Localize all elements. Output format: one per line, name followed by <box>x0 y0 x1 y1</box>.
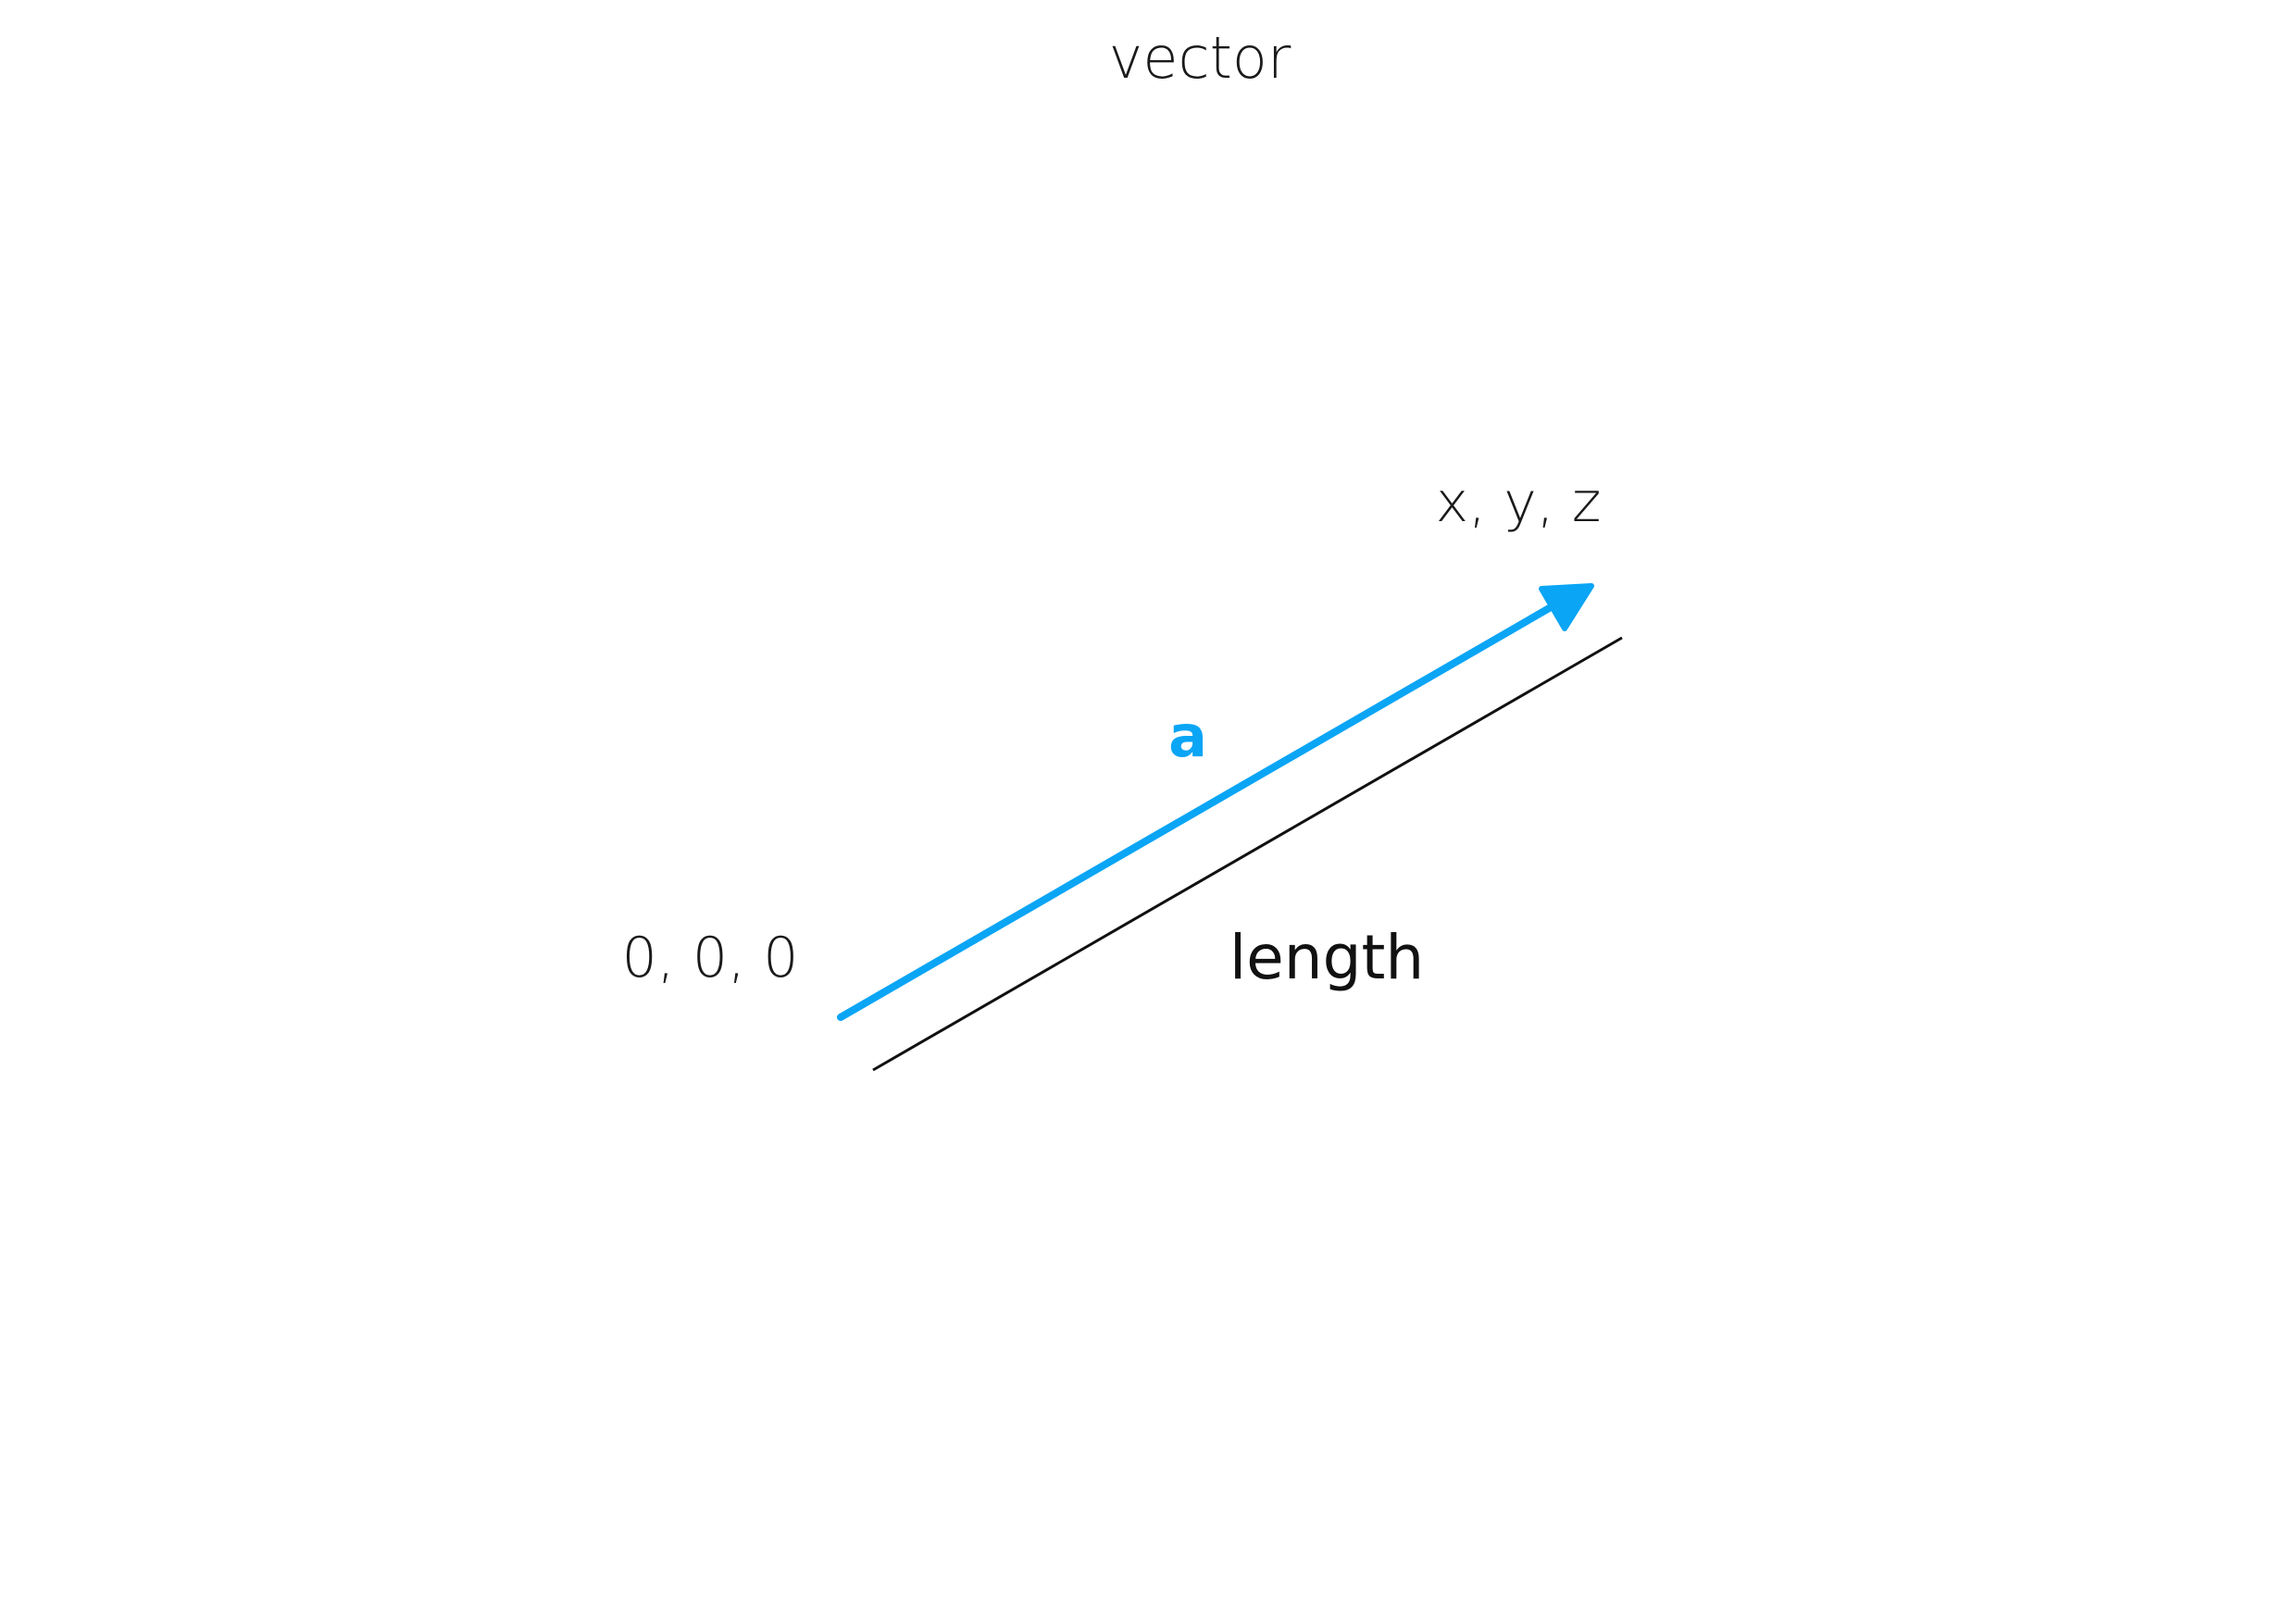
length-label: length <box>1229 922 1424 993</box>
arrowhead-icon <box>1539 583 1594 631</box>
endpoint-label: x, y, z <box>1436 470 1602 535</box>
length-line <box>872 636 1623 1072</box>
vector-arrow <box>837 583 1594 1021</box>
vector-name-label: a <box>1168 703 1207 770</box>
origin-label: 0, 0, 0 <box>622 926 799 990</box>
diagram-title: vector <box>1109 24 1292 92</box>
vector-shaft <box>837 600 1561 1021</box>
